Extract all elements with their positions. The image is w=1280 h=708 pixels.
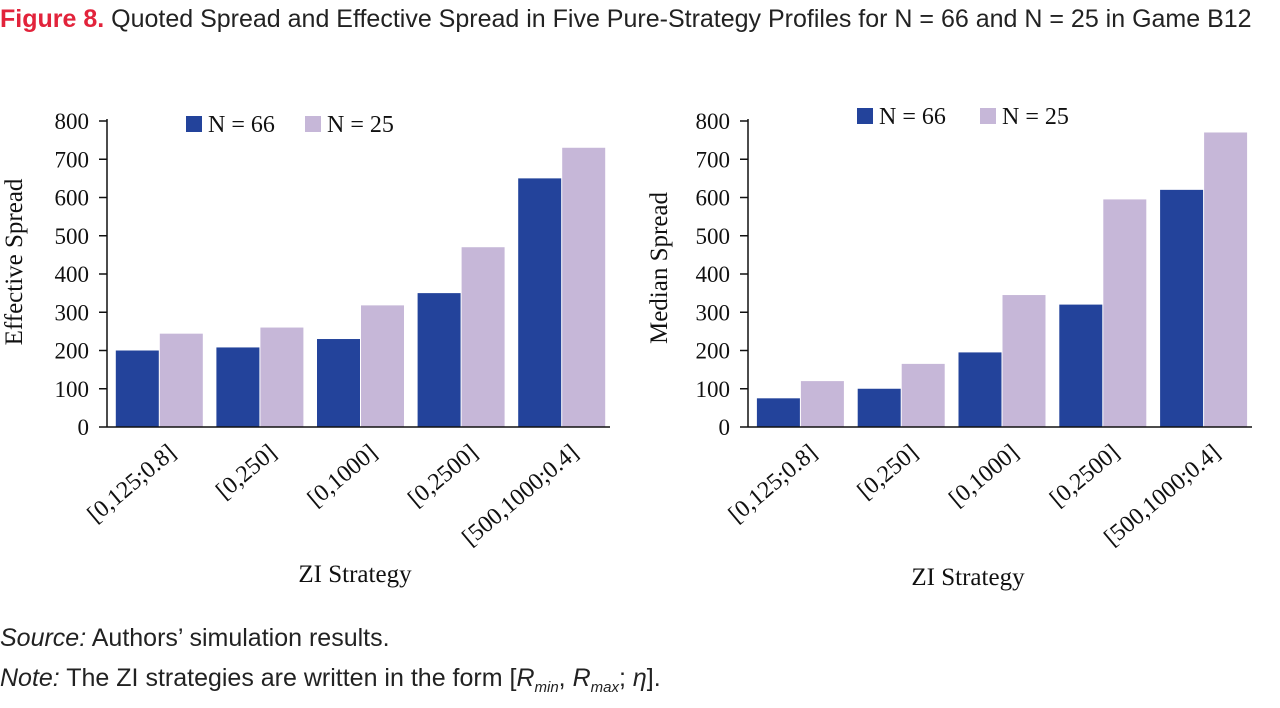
legend-swatch bbox=[857, 108, 873, 124]
bar-n66 bbox=[518, 178, 562, 427]
x-tick-label: [0,125;0.8] bbox=[724, 440, 822, 528]
bar-n25 bbox=[361, 305, 404, 427]
x-axis-title: ZI Strategy bbox=[911, 564, 1025, 591]
y-tick-label: 500 bbox=[696, 224, 731, 249]
x-tick-label: [0,125;0.8] bbox=[83, 440, 181, 528]
bar-n66 bbox=[1059, 304, 1103, 427]
y-tick-label: 0 bbox=[719, 415, 731, 440]
legend-label: N = 25 bbox=[327, 112, 394, 138]
bar-n66 bbox=[317, 339, 360, 427]
x-tick-label: [0,250] bbox=[853, 440, 923, 505]
x-tick-label: [0,2500] bbox=[403, 440, 483, 513]
legend-label: N = 25 bbox=[1002, 104, 1069, 130]
figure-label: Figure 8. bbox=[0, 5, 105, 33]
y-tick-label: 100 bbox=[55, 377, 90, 402]
source-line: Source: Authors’ simulation results. bbox=[0, 618, 661, 658]
bar-n25 bbox=[901, 363, 945, 427]
note-label: Note: bbox=[0, 664, 60, 692]
figure-title: Quoted Spread and Effective Spread in Fi… bbox=[104, 5, 1252, 33]
y-tick-label: 600 bbox=[55, 186, 90, 211]
y-tick-label: 400 bbox=[55, 262, 90, 287]
source-text: Authors’ simulation results. bbox=[86, 624, 390, 652]
y-tick-label: 300 bbox=[696, 300, 731, 325]
bar-n66 bbox=[958, 352, 1002, 427]
x-tick-label: [0,250] bbox=[211, 440, 281, 505]
bar-n66 bbox=[857, 388, 901, 427]
y-tick-label: 600 bbox=[696, 186, 731, 211]
source-label: Source: bbox=[0, 624, 87, 652]
y-axis-title: Median Spread bbox=[646, 191, 673, 344]
y-tick-label: 700 bbox=[696, 147, 731, 172]
y-tick-label: 300 bbox=[55, 300, 90, 325]
legend-swatch bbox=[980, 108, 996, 124]
y-tick-label: 800 bbox=[696, 109, 731, 134]
bar-n66 bbox=[216, 347, 260, 427]
x-tick-label: [0,1000] bbox=[944, 440, 1024, 513]
bar-n25 bbox=[1103, 199, 1147, 427]
bar-n25 bbox=[260, 327, 304, 427]
bar-n25 bbox=[1002, 295, 1046, 427]
bar-n25 bbox=[461, 247, 505, 427]
legend-swatch bbox=[186, 116, 202, 132]
bar-n25 bbox=[159, 333, 203, 427]
x-tick-label: [0,1000] bbox=[303, 440, 383, 513]
legend-label: N = 66 bbox=[208, 112, 275, 138]
figure-footer: Source: Authors’ simulation results. Not… bbox=[0, 618, 661, 708]
y-tick-label: 200 bbox=[696, 339, 731, 364]
bar-n25 bbox=[800, 381, 844, 427]
legend-label: N = 66 bbox=[879, 104, 946, 130]
y-tick-label: 700 bbox=[55, 147, 90, 172]
note-line: Note: The ZI strategies are written in t… bbox=[0, 664, 661, 696]
y-tick-label: 0 bbox=[78, 415, 90, 440]
bar-n66 bbox=[1160, 189, 1204, 427]
figure-charts: 0 100 200 300 400 500 600 700 800 [0,125;0.8] [0,2… bbox=[1, 104, 1252, 591]
bar-n66 bbox=[417, 293, 461, 427]
y-tick-label: 400 bbox=[696, 262, 731, 287]
bar-n25 bbox=[562, 147, 606, 427]
y-tick-label: 100 bbox=[696, 377, 731, 402]
bar-n25 bbox=[1204, 132, 1248, 427]
figure-caption: Figure 8. Quoted Spread and Effective Sp… bbox=[0, 0, 1280, 38]
bar-n66 bbox=[756, 398, 800, 427]
y-tick-label: 800 bbox=[55, 109, 90, 134]
y-tick-label: 200 bbox=[55, 339, 90, 364]
y-axis-title: Effective Spread bbox=[1, 178, 28, 345]
x-tick-label: [0,2500] bbox=[1045, 440, 1125, 513]
bar-n66 bbox=[115, 350, 159, 427]
x-axis-title: ZI Strategy bbox=[298, 561, 412, 588]
y-tick-label: 500 bbox=[55, 224, 90, 249]
legend-swatch bbox=[305, 116, 321, 132]
